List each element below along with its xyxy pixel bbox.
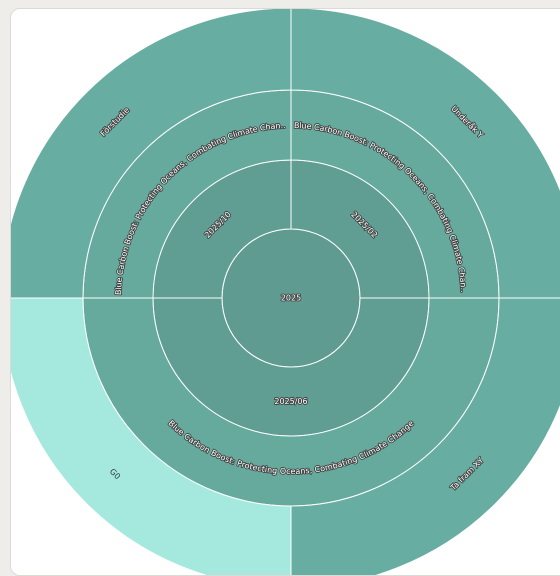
sunburst-center-label: 2025 (281, 294, 301, 303)
sunburst-segment-ta-fram-xy-7[interactable] (290, 297, 560, 575)
sunburst-segment-f-rstudie-9[interactable] (11, 9, 292, 299)
chart-card: 2025 2025/02 2025/06 2025/10 Blue Carbon Boo… (10, 8, 560, 576)
sunburst-label-2025-06-1: 2025/06 (274, 397, 307, 406)
sunburst-segment-under-k-y-6[interactable] (290, 9, 560, 299)
sunburst-segment-g0-8[interactable] (11, 297, 292, 575)
